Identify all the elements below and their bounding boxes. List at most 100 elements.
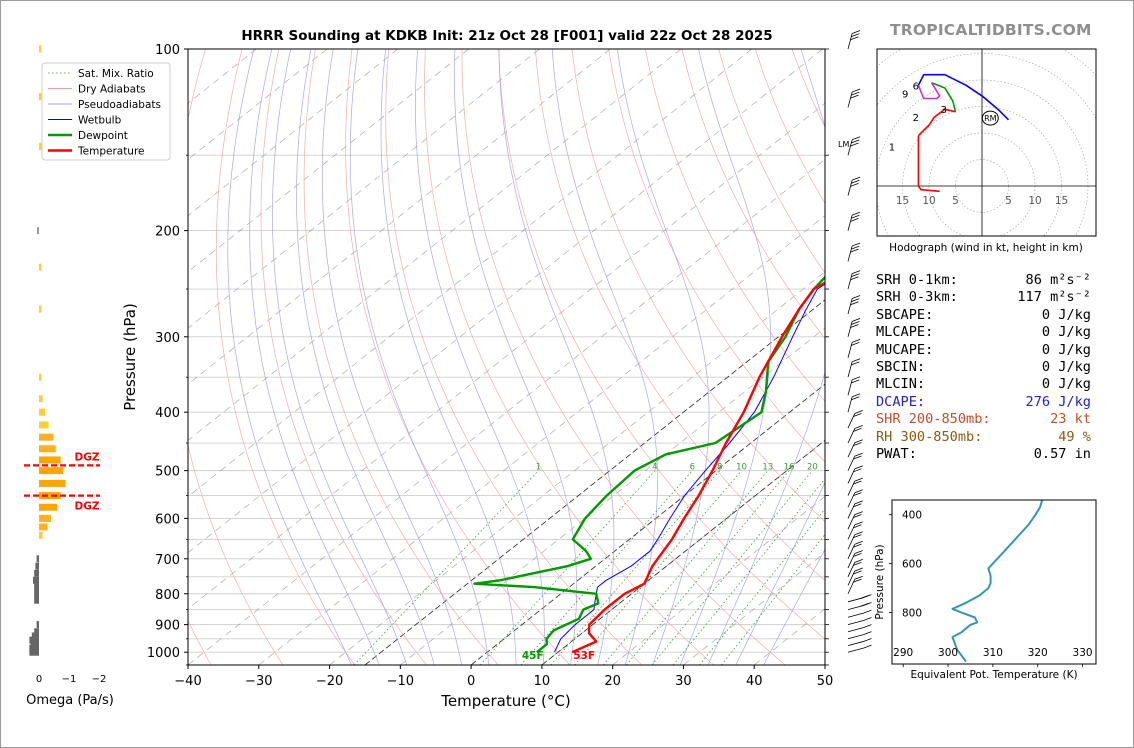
y-tick-label: 200 bbox=[155, 225, 180, 240]
hodograph-plot: RM 15 10 5 5 10 15 1 2 3 69 bbox=[877, 49, 1096, 236]
y-tick-label: 800 bbox=[155, 588, 180, 603]
pseudoadiabat bbox=[296, 49, 435, 665]
wind-barbs bbox=[847, 30, 872, 653]
stat-value: 0 J/kg bbox=[1041, 376, 1091, 393]
wind-barb-flag bbox=[853, 524, 862, 529]
wind-barb-flag bbox=[851, 245, 860, 250]
wind-barb-flag bbox=[851, 214, 860, 219]
y-tick-label: 400 bbox=[155, 406, 180, 421]
x-tick-label: −20 bbox=[316, 674, 343, 689]
stat-value: 0 J/kg bbox=[1041, 358, 1091, 375]
omega-bar bbox=[39, 408, 45, 416]
wind-barb-flag bbox=[851, 342, 860, 346]
chart-title: HRRR Sounding at KDKB Init: 21z Oct 28 [… bbox=[241, 28, 772, 44]
dry-adiabat bbox=[644, 49, 825, 402]
wind-barb-flag bbox=[851, 321, 860, 325]
stat-row: SRH 0-3km: 117 m²s⁻² bbox=[876, 289, 1091, 306]
wind-barb-flag bbox=[854, 465, 863, 470]
isotherm-line bbox=[188, 49, 753, 497]
wind-barb-flag bbox=[852, 242, 861, 247]
wind-barb-flag bbox=[853, 578, 862, 583]
pseudoadiabat bbox=[735, 481, 825, 665]
dry-adiabat bbox=[260, 49, 427, 665]
theta-e-x-tick-label: 290 bbox=[893, 647, 913, 659]
theta-e-panel: 290 300 310 320 330 400 600 800 bbox=[889, 500, 1093, 667]
legend-label: Wetbulb bbox=[78, 115, 122, 127]
dry-adiabat bbox=[571, 49, 825, 523]
wind-barb-flag bbox=[863, 617, 872, 621]
omega-tick-label: −1 bbox=[62, 674, 77, 685]
stat-value: 0 J/kg bbox=[1041, 306, 1091, 323]
stat-row: SHR 200-850mb: 23 kt bbox=[876, 411, 1091, 428]
lm-label: LM bbox=[838, 140, 849, 149]
stat-label: SHR 200-850mb: bbox=[876, 411, 991, 428]
wind-barb-flag bbox=[851, 139, 860, 144]
wind-barb bbox=[847, 273, 853, 290]
rm-marker bbox=[981, 110, 999, 126]
stat-row: MLCIN: 0 J/kg bbox=[876, 376, 1091, 393]
omega-bar bbox=[39, 514, 51, 522]
dgz-label: DGZ bbox=[75, 451, 100, 463]
x-tick-label: 0 bbox=[467, 674, 475, 689]
hodograph-ring-label: 10 bbox=[922, 195, 935, 207]
wind-barb bbox=[847, 361, 853, 378]
omega-bar bbox=[39, 503, 57, 511]
hodograph-height-label: 1 bbox=[889, 142, 895, 153]
hodograph-trace bbox=[917, 82, 941, 100]
wind-barb-flag bbox=[854, 452, 863, 457]
stat-label: MLCIN: bbox=[876, 376, 926, 393]
mixing-ratio-label: 1 bbox=[536, 463, 541, 473]
wind-barb-flag bbox=[852, 30, 861, 34]
wind-barb bbox=[847, 627, 864, 633]
isotherm-line bbox=[329, 271, 825, 665]
wind-barb bbox=[847, 428, 856, 444]
wind-barb-flag bbox=[863, 631, 872, 636]
pseudoadiabat bbox=[551, 49, 658, 665]
wind-barb-flag bbox=[854, 567, 863, 572]
omega-bar bbox=[36, 555, 39, 563]
wind-barb-flag bbox=[852, 376, 861, 381]
wind-barb-flag bbox=[852, 136, 861, 141]
wind-barb-flag bbox=[854, 500, 863, 505]
wind-barb-flag bbox=[852, 295, 861, 299]
wind-barb-flag bbox=[853, 492, 862, 497]
mixing-ratio-label: 16 bbox=[784, 463, 795, 473]
hodograph-trace bbox=[917, 73, 1010, 121]
dgz-label: DGZ bbox=[75, 501, 100, 513]
omega-bar bbox=[34, 628, 39, 636]
pseudoadiabat bbox=[498, 49, 615, 665]
wind-barb-flag bbox=[854, 477, 863, 482]
isotherm-line bbox=[188, 102, 825, 610]
omega-bar bbox=[34, 569, 39, 577]
wind-barb-flag bbox=[863, 638, 872, 642]
wind-barb bbox=[847, 612, 864, 618]
omega-bar bbox=[29, 648, 39, 656]
wind-barb bbox=[847, 379, 853, 396]
hodograph-caption: Hodograph (wind in kt, height in km) bbox=[889, 242, 1083, 254]
dry-adiabat bbox=[534, 49, 825, 582]
hodograph-panel: RM 15 10 5 5 10 15 1 2 3 69 bbox=[877, 49, 1096, 236]
wind-barb-flag bbox=[852, 211, 861, 216]
stat-label: MLCAPE: bbox=[876, 324, 934, 341]
wind-barb bbox=[847, 647, 864, 653]
wind-barb-flag bbox=[853, 561, 862, 566]
mixing-ratio-label: 4 bbox=[652, 463, 657, 473]
stat-row: SBCIN: 0 J/kg bbox=[876, 359, 1091, 376]
pseudoadiabat bbox=[321, 49, 462, 665]
wind-barb-flag bbox=[853, 503, 862, 508]
mixing-ratio-label: 20 bbox=[807, 463, 818, 473]
wind-barb-flag bbox=[853, 468, 862, 473]
stat-row: PWAT: 0.57 in bbox=[876, 446, 1091, 463]
mixing-ratio-line bbox=[602, 470, 769, 665]
omega-bar bbox=[34, 590, 39, 598]
stat-label: MUCAPE: bbox=[876, 341, 934, 358]
y-tick-label: 500 bbox=[155, 465, 180, 480]
mixing-ratio-label: 24 bbox=[826, 463, 837, 473]
stat-row: SRH 0-1km: 86 m²s⁻² bbox=[876, 272, 1091, 289]
wind-barb-flag bbox=[853, 534, 862, 539]
theta-e-y-tick-label: 400 bbox=[902, 510, 922, 522]
y-tick-label: 600 bbox=[155, 512, 180, 527]
wind-barb bbox=[847, 139, 853, 156]
wind-barb bbox=[847, 641, 864, 646]
hodograph-trace bbox=[917, 108, 956, 137]
